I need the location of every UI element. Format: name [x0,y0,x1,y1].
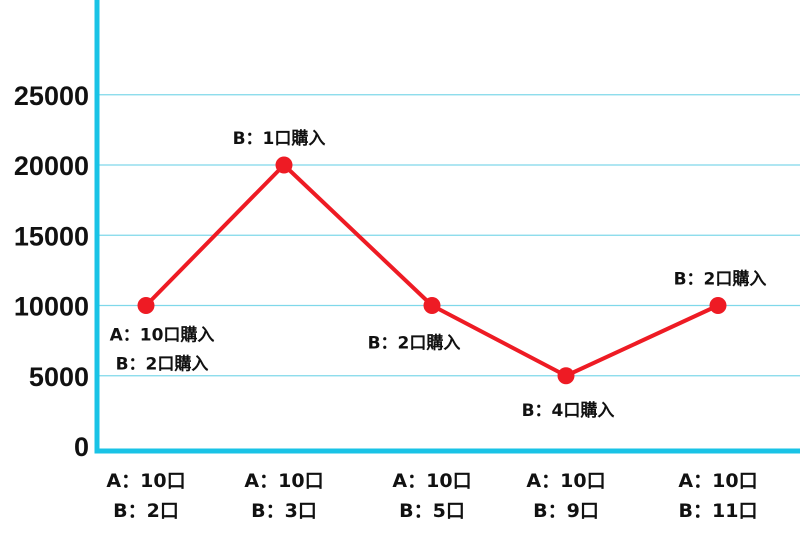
data-point [423,297,441,314]
point-annotation: B：2口購入 [368,333,461,354]
axes [94,0,800,454]
data-point [137,297,155,314]
x-category-label: B：5口 [399,500,465,522]
y-tick-label: 25000 [14,81,89,111]
x-category-labels: A：10口 B：2口 A：10口 B：3口 A：10口 B：5口 A：10口 B：9口 A：10… [106,470,757,522]
x-category-label: B：9口 [533,500,599,522]
y-tick-label: 10000 [14,292,89,322]
point-annotation: B：1口購入 [233,128,326,149]
point-annotation: B：2口購入 [116,354,209,375]
x-category-label: A：10口 [678,470,757,492]
data-point [709,297,727,314]
x-category-label: A：10口 [526,470,605,492]
x-category-label: A：10口 [106,470,185,492]
point-annotation: B：2口購入 [674,269,767,290]
x-category-label: B：11口 [679,500,758,522]
y-tick-label: 15000 [14,221,89,251]
x-category-label: B：3口 [251,500,317,522]
y-tick-label: 0 [74,432,89,462]
x-category-label: A：10口 [392,470,471,492]
point-annotations: A：10口購入 B：2口購入 B：1口購入 B：2口購入 B：4口購入 B：2口購入 [110,128,767,421]
data-point [557,367,575,385]
y-tick-labels: 0 5000 10000 15000 20000 25000 [14,81,89,462]
point-annotation: B：4口購入 [522,400,615,421]
x-category-label: A：10口 [244,470,323,492]
series-layer [137,156,727,385]
data-point [275,156,293,174]
y-tick-label: 20000 [14,151,89,181]
x-category-label: B：2口 [113,500,179,522]
point-annotation: A：10口購入 [110,325,215,346]
y-tick-label: 5000 [29,362,89,392]
